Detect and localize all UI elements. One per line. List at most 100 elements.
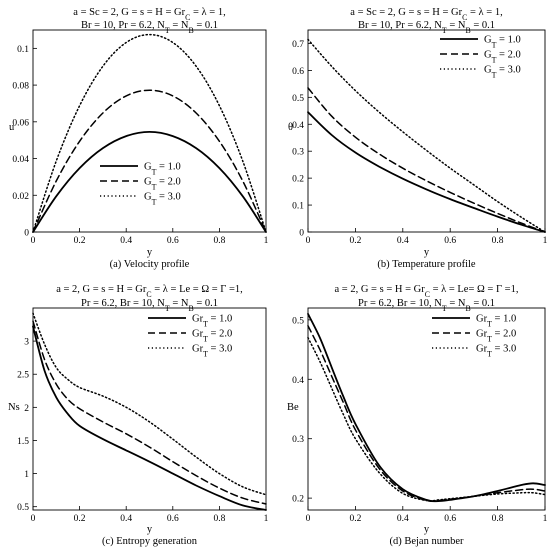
x-tick-label: 1 [543, 236, 548, 246]
y-tick-label: 0.2 [292, 175, 304, 185]
series-line-2 [32, 89, 267, 233]
x-tick-label: 0.6 [444, 236, 456, 246]
plot-frame [32, 29, 267, 233]
plot-frame [307, 29, 546, 233]
x-tick-label: 0.2 [74, 236, 86, 246]
x-tick-label: 0.8 [492, 236, 504, 246]
series-line-2 [32, 320, 267, 505]
y-tick-label: 0.2 [292, 495, 304, 505]
x-tick-label: 1 [264, 236, 269, 246]
x-tick-label: 1 [264, 514, 269, 524]
x-tick-label: 0.4 [397, 236, 409, 246]
x-axis-label: y [147, 524, 153, 535]
legend-label: GrT = 3.0 [476, 344, 516, 359]
x-tick-label: 1 [543, 514, 548, 524]
y-tick-label: 0.5 [17, 503, 29, 513]
x-tick-label: 0 [306, 236, 311, 246]
y-tick-label: 0.3 [292, 148, 304, 158]
chart-title-line: a = Sc = 2, G = s = H = GrC = λ = 1, [350, 7, 502, 22]
y-axis-label: Be [287, 402, 299, 413]
y-tick-label: 1.5 [17, 437, 29, 447]
y-axis-label: u [9, 122, 15, 133]
series-line-1 [307, 313, 546, 503]
legend-label: GrT = 3.0 [192, 344, 232, 359]
chart-panel-1: a = Sc = 2, G = s = H = GrC = λ = 1,Br =… [9, 7, 269, 270]
y-tick-label: 0.6 [292, 67, 304, 77]
y-tick-label: 0.08 [12, 82, 29, 92]
plot-frame [32, 307, 267, 511]
chart-title-line: a = Sc = 2, G = s = H = GrC = λ = 1, [73, 7, 225, 22]
series-line-1 [32, 325, 267, 511]
chart-panel-4: a = 2, G = s = H = GrC = λ = Le= Ω = Γ =… [287, 284, 548, 547]
chart-title-line: Pr = 6.2, Br = 10, NT = NB = 0.1 [81, 298, 218, 313]
x-tick-label: 0.8 [213, 514, 225, 524]
legend-label: GrT = 2.0 [476, 329, 516, 344]
y-tick-label: 2 [24, 404, 29, 414]
panel-caption: (b) Temperature profile [377, 259, 476, 270]
y-tick-label: 0.4 [292, 376, 304, 386]
series-line-3 [307, 336, 546, 502]
x-tick-label: 0.4 [120, 236, 132, 246]
x-tick-label: 0 [306, 514, 311, 524]
y-axis-label: Ns [8, 402, 20, 413]
x-axis-label: y [424, 524, 430, 535]
series-line-3 [32, 33, 267, 233]
y-tick-label: 0.4 [292, 121, 304, 131]
series-line-3 [307, 38, 546, 233]
x-tick-label: 0.2 [349, 514, 361, 524]
chart-panel-3: a = 2, G = s = H = GrC = λ = Le = Ω = Γ … [8, 284, 269, 547]
series-line-1 [32, 130, 267, 233]
x-tick-label: 0.2 [349, 236, 361, 246]
y-tick-label: 0.02 [12, 192, 29, 202]
y-axis-label: θ [288, 122, 293, 133]
x-axis-label: y [147, 247, 153, 258]
y-tick-label: 2.5 [17, 371, 29, 381]
chart-title-line: a = 2, G = s = H = GrC = λ = Le= Ω = Γ =… [335, 284, 519, 299]
y-tick-label: 0 [24, 229, 29, 239]
x-tick-label: 0 [31, 236, 36, 246]
x-tick-label: 0.6 [167, 236, 179, 246]
y-tick-label: 0.04 [12, 155, 29, 165]
chart-title-line: Br = 10, Pr = 6.2, NT = NB = 0.1 [358, 20, 495, 35]
series-line-3 [32, 312, 267, 496]
legend-label: GT = 2.0 [484, 50, 521, 65]
x-tick-label: 0 [31, 514, 36, 524]
x-tick-label: 0.6 [167, 514, 179, 524]
y-tick-label: 1 [24, 470, 29, 480]
x-tick-label: 0.8 [213, 236, 225, 246]
x-tick-label: 0.4 [120, 514, 132, 524]
y-tick-label: 0.3 [292, 435, 304, 445]
legend-label: GT = 3.0 [144, 192, 181, 207]
legend-label: GT = 3.0 [484, 65, 521, 80]
plot-frame [307, 307, 546, 511]
legend-label: GT = 1.0 [484, 35, 521, 50]
panel-caption: (d) Bejan number [389, 536, 464, 547]
y-tick-label: 0 [299, 229, 304, 239]
y-tick-label: 3 [24, 338, 29, 348]
x-tick-label: 0.8 [492, 514, 504, 524]
legend-label: GrT = 2.0 [192, 329, 232, 344]
x-tick-label: 0.4 [397, 514, 409, 524]
y-tick-label: 0.5 [292, 316, 304, 326]
x-axis-label: y [424, 247, 430, 258]
legend-label: GrT = 1.0 [476, 314, 516, 329]
y-tick-label: 0.7 [292, 40, 304, 50]
x-tick-label: 0.2 [74, 514, 86, 524]
legend-label: GT = 1.0 [144, 162, 181, 177]
y-tick-label: 0.1 [17, 45, 29, 55]
panel-caption: (c) Entropy generation [102, 536, 198, 547]
series-line-1 [307, 111, 546, 233]
chart-title-line: a = 2, G = s = H = GrC = λ = Le = Ω = Γ … [56, 284, 243, 299]
chart-title-line: Br = 10, Pr = 6.2, NT = NB = 0.1 [81, 20, 218, 35]
panel-caption: (a) Velocity profile [110, 259, 190, 270]
series-line-2 [307, 87, 546, 233]
y-tick-label: 0.5 [292, 94, 304, 104]
chart-title-line: Pr = 6.2, Br = 10, NT = NB = 0.1 [358, 298, 495, 313]
chart-panel-2: a = Sc = 2, G = s = H = GrC = λ = 1,Br =… [288, 7, 548, 270]
y-tick-label: 0.06 [12, 118, 29, 128]
legend-label: GT = 2.0 [144, 177, 181, 192]
x-tick-label: 0.6 [444, 514, 456, 524]
series-line-2 [307, 325, 546, 503]
legend-label: GrT = 1.0 [192, 314, 232, 329]
